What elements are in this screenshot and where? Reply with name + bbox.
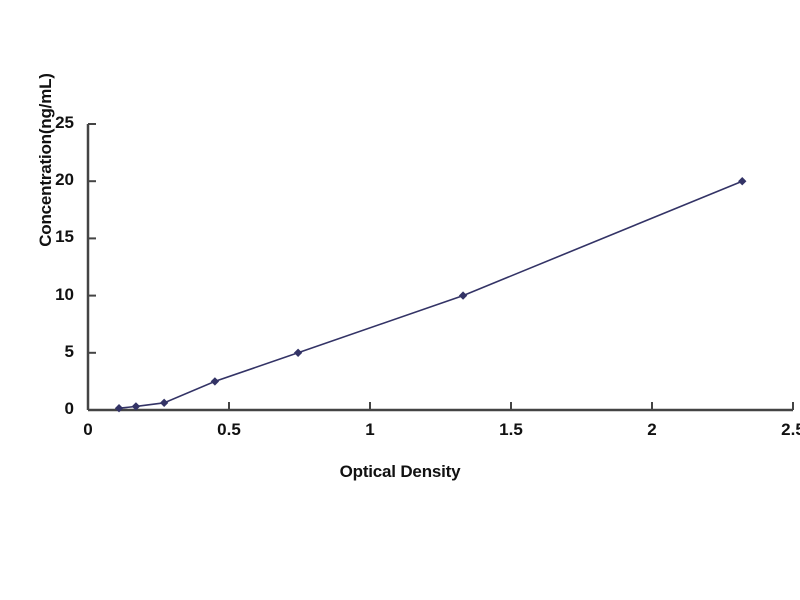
y-axis-tick-label: 20 [55, 170, 74, 190]
y-axis-tick-label: 15 [55, 227, 74, 247]
axis-lines [86, 124, 793, 412]
data-point-marker [159, 398, 169, 408]
y-axis-ticks [88, 123, 96, 411]
y-axis-tick-label: 0 [64, 399, 74, 418]
data-point-marker [738, 177, 747, 186]
x-axis-tick-label: 2.5 [781, 420, 800, 439]
x-axis-ticks [87, 402, 794, 410]
data-point-marker [458, 291, 468, 300]
x-axis-tick-label: 0.5 [217, 420, 241, 439]
x-axis-title: Optical Density [339, 462, 461, 481]
data-point-marker [293, 348, 303, 357]
series-line [118, 180, 743, 410]
data-point-marker [114, 404, 124, 413]
x-axis-tick-label: 0 [83, 420, 93, 439]
y-axis-tick-label: 10 [55, 284, 74, 304]
y-axis-title: Concentration(ng/mL) [36, 73, 55, 247]
y-axis-tick-label: 5 [64, 341, 74, 361]
data-series-layer [114, 177, 747, 413]
x-axis-tick-label: 1.5 [499, 420, 523, 439]
y-axis-tick-label: 25 [55, 113, 74, 132]
x-axis-tick-label: 2 [647, 420, 657, 439]
data-point-marker [210, 377, 220, 386]
data-point-marker [131, 402, 141, 411]
x-axis-tick-label: 1 [365, 420, 375, 439]
